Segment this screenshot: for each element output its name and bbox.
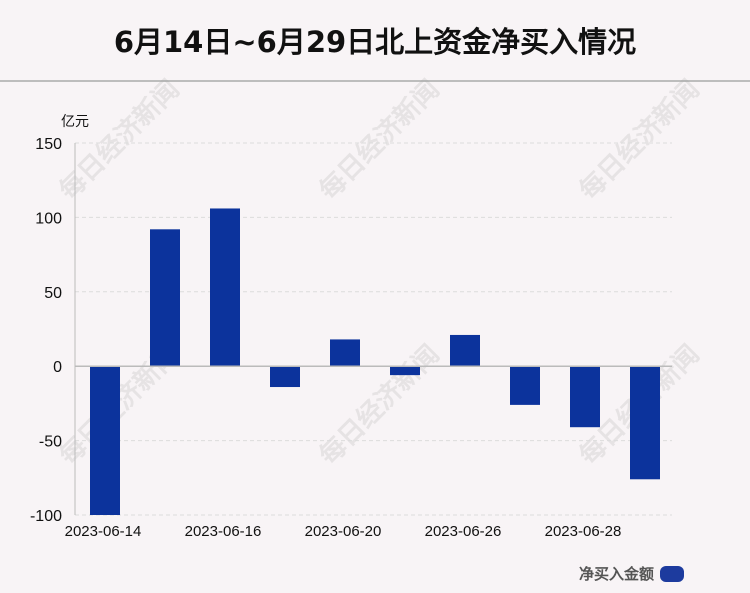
y-tick-label: 0 (53, 359, 62, 376)
y-tick-label: 100 (35, 210, 62, 227)
y-axis-label: 亿元 (61, 114, 89, 130)
y-tick-label: -100 (30, 508, 62, 525)
bar (630, 366, 660, 480)
bar (330, 339, 360, 367)
legend-label: 净买入金额 (578, 565, 654, 583)
y-tick-label: 150 (35, 136, 62, 153)
title-divider (0, 80, 750, 82)
x-tick-label: 2023-06-20 (305, 523, 382, 540)
legend-swatch (660, 565, 684, 582)
bar (450, 334, 480, 367)
bar (90, 366, 120, 515)
bar (390, 366, 420, 376)
x-tick-label: 2023-06-26 (425, 523, 502, 540)
y-tick-label: -50 (39, 434, 62, 451)
bar (570, 366, 600, 428)
x-tick-label: 2023-06-28 (545, 523, 622, 540)
bar (210, 208, 240, 367)
legend: 净买入金额 (579, 563, 684, 584)
x-tick-label: 2023-06-16 (185, 523, 262, 540)
y-tick-label: 50 (44, 285, 62, 302)
bar (270, 366, 300, 388)
x-tick-label: 2023-06-14 (65, 523, 142, 540)
bar (510, 366, 540, 405)
chart-title: 6月14日~6月29日北上资金净买入情况 (113, 25, 637, 59)
bar (150, 229, 180, 367)
